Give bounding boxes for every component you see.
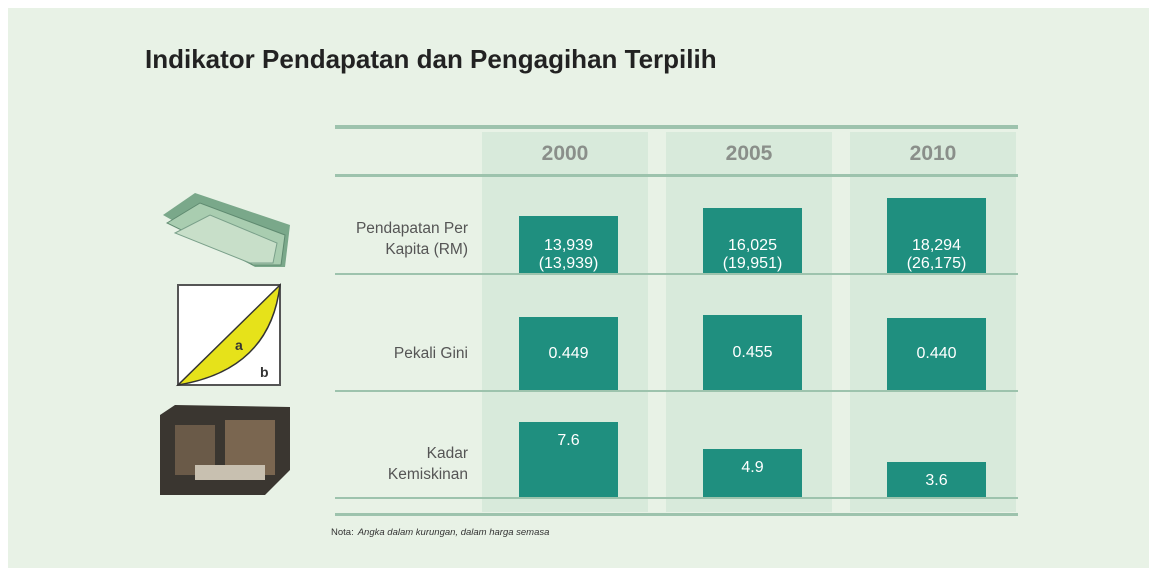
value-box: 3.6 — [887, 462, 986, 497]
money-icon — [163, 193, 290, 267]
row-label: Pekali Gini — [300, 343, 468, 364]
row-label-line: Pendapatan Per — [300, 218, 468, 239]
cell-text: 0.449 — [519, 345, 618, 363]
cell-text: 3.6 — [887, 472, 986, 490]
cell-text: 7.6 — [519, 432, 618, 450]
cell-text: 0.455 — [703, 344, 802, 362]
value-box: 13,939(13,939) — [519, 216, 618, 273]
cell-text: 16,025 — [703, 237, 802, 255]
value-box: 7.6 — [519, 422, 618, 497]
row-rule — [335, 390, 1018, 392]
row-label-line: Kapita (RM) — [300, 239, 468, 260]
top-rule — [335, 125, 1018, 129]
row-label-line: Kadar — [300, 443, 468, 464]
note-text: Angka dalam kurungan, dalam harga semasa — [358, 527, 550, 538]
note-label: Nota: — [331, 527, 354, 538]
column-header: 2000 — [482, 132, 648, 175]
page: {"title":"Indikator Pendapatan dan Penga… — [0, 0, 1157, 576]
value-box: 18,294(26,175) — [887, 198, 986, 273]
icons: a b — [155, 185, 300, 505]
cell-text: 13,939 — [519, 237, 618, 255]
header-rule — [335, 174, 1018, 177]
value-box: 0.440 — [887, 318, 986, 390]
value-box: 0.449 — [519, 317, 618, 390]
cell-text: 18,294 — [887, 237, 986, 255]
cell-text: 4.9 — [703, 459, 802, 477]
value-box: 0.455 — [703, 315, 802, 390]
row-rule — [335, 497, 1018, 499]
note: Nota: Angka dalam kurungan, dalam harga s… — [331, 527, 549, 538]
cell-text: (26,175) — [887, 255, 986, 273]
value-box: 16,025(19,951) — [703, 208, 802, 273]
cell-text: (13,939) — [519, 255, 618, 273]
bottom-rule — [335, 513, 1018, 516]
photo-icon — [160, 405, 290, 495]
row-rule — [335, 273, 1018, 275]
gini-label: b — [260, 364, 269, 380]
gini-label: a — [235, 337, 243, 353]
row-label-line: Kemiskinan — [300, 464, 468, 485]
title: Indikator Pendapatan dan Pengagihan Terp… — [145, 44, 717, 75]
gini-icon: a b — [178, 285, 280, 385]
value-box: 4.9 — [703, 449, 802, 497]
column-header: 2010 — [850, 132, 1016, 175]
cell-text: (19,951) — [703, 255, 802, 273]
row-label-line: Pekali Gini — [300, 343, 468, 364]
column-header: 2005 — [666, 132, 832, 175]
cell-text: 0.440 — [887, 345, 986, 363]
